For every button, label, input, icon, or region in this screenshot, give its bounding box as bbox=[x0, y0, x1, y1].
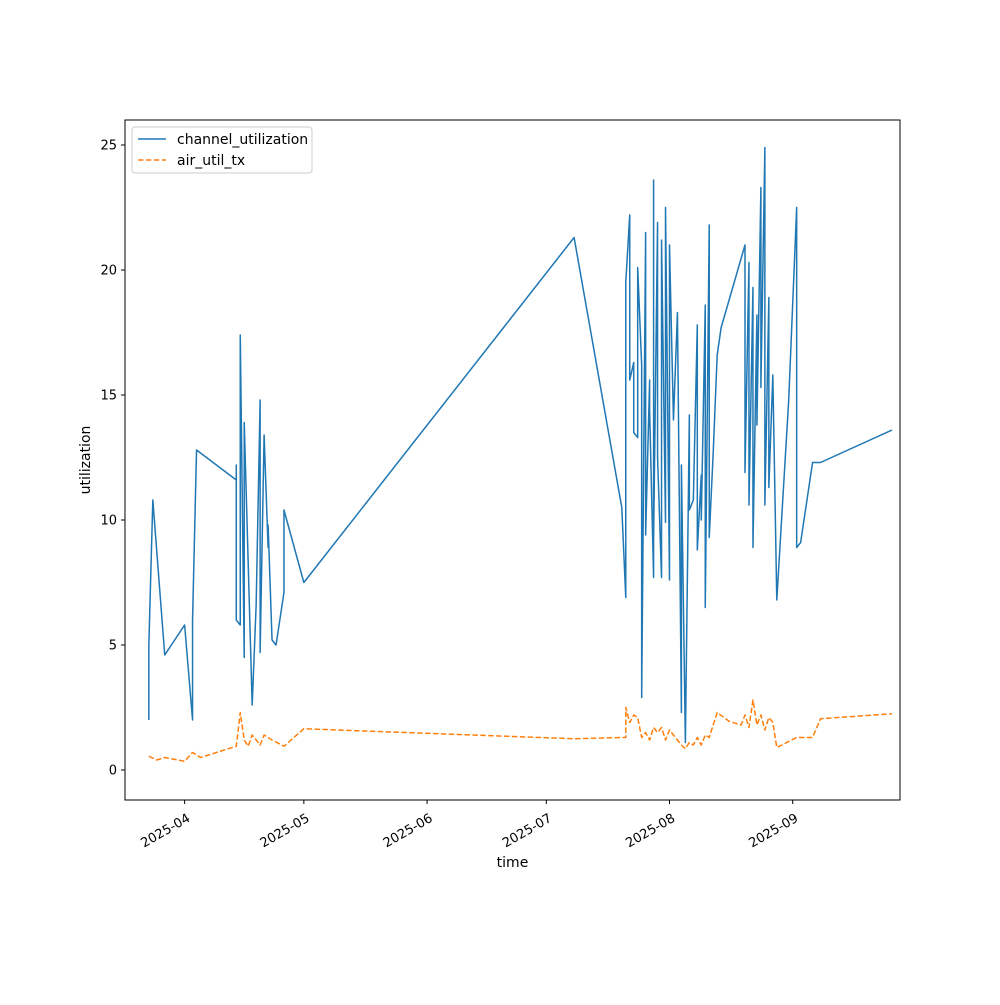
axes-frame bbox=[124, 119, 901, 801]
x-axis-label: time bbox=[497, 855, 529, 871]
series-line-air-util-tx bbox=[148, 699, 893, 762]
y-tick-label: 20 bbox=[100, 264, 117, 279]
legend-label-air-util-tx: air_util_tx bbox=[177, 153, 245, 169]
series-line-channel-utilization bbox=[148, 146, 893, 744]
legend-box bbox=[131, 126, 313, 174]
y-axis-label: utilization bbox=[78, 426, 94, 495]
y-tick-label: 15 bbox=[100, 389, 117, 404]
y-axis-ticks: 0 5 10 15 20 25 bbox=[100, 139, 125, 779]
series-layer bbox=[148, 146, 893, 762]
legend: channel_utilization air_util_tx bbox=[131, 126, 313, 174]
y-tick-label: 5 bbox=[109, 639, 117, 654]
y-tick-label: 25 bbox=[100, 139, 117, 154]
legend-label-channel-utilization: channel_utilization bbox=[177, 132, 308, 148]
y-tick-label: 0 bbox=[109, 764, 117, 779]
y-tick-label: 10 bbox=[100, 514, 117, 529]
